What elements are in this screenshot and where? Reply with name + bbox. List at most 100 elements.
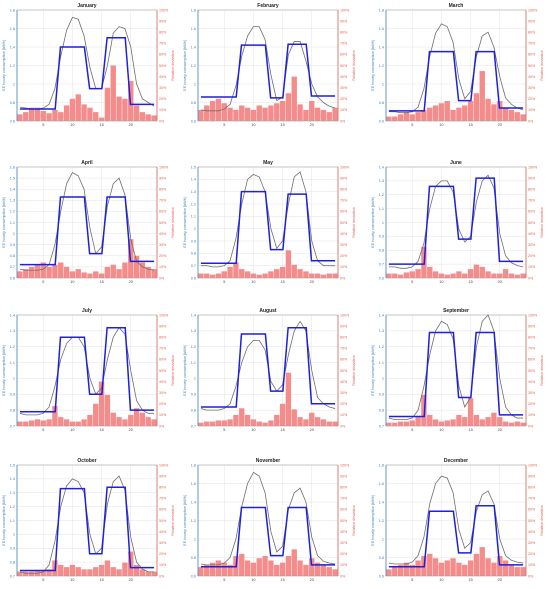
y2-tick-label: 80%	[159, 31, 167, 35]
deviation-bar	[198, 422, 204, 426]
y-axis-label: EE hourly consumption [kWh]	[182, 197, 187, 248]
deviation-bar	[46, 419, 52, 426]
y-axis-label: EE hourly consumption [kWh]	[182, 40, 187, 91]
y2-tick-label: 90%	[528, 19, 536, 23]
deviation-bar	[392, 116, 398, 121]
y2-tick-label: 30%	[528, 243, 536, 247]
deviation-bar	[291, 549, 297, 576]
deviation-bar	[198, 109, 204, 121]
deviation-bar	[23, 112, 29, 121]
x-tick-label: 5	[411, 280, 413, 284]
y2-tick-label: 90%	[340, 19, 348, 23]
deviation-bar	[116, 417, 122, 426]
deviation-bar	[233, 109, 239, 121]
x-tick-label: 20	[498, 578, 502, 582]
deviation-bar	[320, 419, 327, 426]
deviation-bar	[438, 562, 445, 576]
y2-tick-label: 90%	[159, 324, 167, 328]
y2-tick-label: 30%	[528, 391, 536, 395]
x-tick-label: 20	[129, 280, 133, 284]
deviation-bar	[227, 266, 233, 278]
measured-consumption-line	[388, 475, 524, 565]
y-tick-label: 1.4	[191, 313, 196, 317]
y2-tick-label: 90%	[528, 176, 536, 180]
y2-tick-label: 80%	[340, 486, 348, 490]
y2-tick-label: 70%	[528, 42, 536, 46]
deviation-bar	[502, 421, 509, 426]
deviation-bar	[473, 264, 480, 278]
y-tick-label: 1.4	[10, 188, 15, 192]
month-panel: April 0.6 0.7 0.8 0.9 1 1.1 1.2 1.3 1.4 1.5 1.6 5 10 1…	[1, 160, 175, 284]
measured-consumption-line	[19, 171, 155, 271]
deviation-bar	[145, 571, 151, 576]
y2-tick-label: 10%	[159, 413, 167, 417]
deviation-bar	[421, 109, 427, 121]
y2-tick-label: 0%	[340, 574, 346, 578]
month-panel: February 0.6 0.8 1 1.2 1.4 1.6 1.8 5 10 15 20 0% 10% 2…	[182, 3, 356, 127]
deviation-bar	[303, 271, 309, 278]
modelled-consumption-line	[388, 50, 524, 112]
y-tick-label: 1.6	[10, 27, 15, 31]
deviation-bar	[133, 255, 140, 278]
deviation-bar	[250, 273, 257, 278]
y-tick-label: 0.9	[10, 393, 15, 397]
deviation-bar	[450, 109, 456, 121]
deviation-bar	[75, 94, 81, 121]
deviation-bar	[392, 273, 398, 278]
deviation-bar	[274, 103, 280, 121]
deviation-bar	[23, 269, 29, 278]
deviation-bar	[285, 93, 292, 121]
x-tick-label: 15	[280, 428, 284, 432]
deviation-bar	[415, 269, 421, 278]
deviation-bar	[244, 414, 251, 426]
deviation-bar	[151, 115, 157, 121]
deviation-bar	[46, 569, 52, 576]
y-tick-label: 1.1	[191, 361, 196, 365]
y2-tick-label: 40%	[528, 75, 536, 79]
deviation-bar	[133, 105, 140, 121]
y2-axis-label: Relative deviation	[170, 50, 175, 81]
deviation-bar	[297, 417, 303, 426]
deviation-bar	[386, 116, 392, 121]
deviation-bar	[110, 412, 116, 426]
deviation-bar	[485, 558, 491, 576]
y2-tick-label: 60%	[340, 210, 348, 214]
y2-axis-label: Relative deviation	[351, 355, 356, 386]
y2-tick-label: 50%	[528, 519, 536, 523]
x-tick-label: 5	[223, 428, 225, 432]
y2-tick-label: 40%	[340, 75, 348, 79]
y2-tick-label: 80%	[528, 31, 536, 35]
deviation-bar	[198, 273, 204, 278]
y2-axis-label: Relative deviation	[539, 505, 544, 536]
y2-tick-label: 20%	[340, 254, 348, 258]
y-tick-label: 1.2	[10, 505, 15, 509]
y-tick-label: 1.5	[10, 176, 15, 180]
deviation-bar	[462, 273, 468, 278]
deviation-bar	[139, 569, 146, 576]
deviation-bar	[274, 414, 280, 426]
deviation-bar	[520, 567, 526, 576]
deviation-bar	[502, 269, 509, 278]
y2-tick-label: 90%	[340, 324, 348, 328]
deviation-bar	[34, 107, 41, 121]
deviation-bar	[432, 558, 439, 576]
deviation-bar	[427, 107, 433, 121]
x-tick-label: 5	[42, 428, 44, 432]
modelled-consumption-line	[19, 196, 155, 266]
y-tick-label: 0.6	[379, 574, 384, 578]
y-axis-label: EE hourly consumption [kWh]	[370, 345, 375, 396]
y2-tick-label: 40%	[159, 75, 167, 79]
y2-tick-label: 0%	[159, 424, 165, 428]
x-tick-label: 10	[439, 123, 443, 127]
deviation-bar	[23, 421, 29, 426]
y2-tick-label: 10%	[159, 265, 167, 269]
modelled-consumption-line	[200, 326, 336, 408]
y-tick-label: 0.6	[379, 119, 384, 123]
x-tick-label: 15	[280, 123, 284, 127]
modelled-consumption-line	[200, 43, 336, 99]
modelled-consumption-line	[200, 506, 336, 568]
deviation-bar	[81, 104, 87, 121]
y2-tick-label: 40%	[528, 232, 536, 236]
deviation-bar	[332, 273, 338, 278]
y-tick-label: 1.4	[10, 45, 15, 49]
